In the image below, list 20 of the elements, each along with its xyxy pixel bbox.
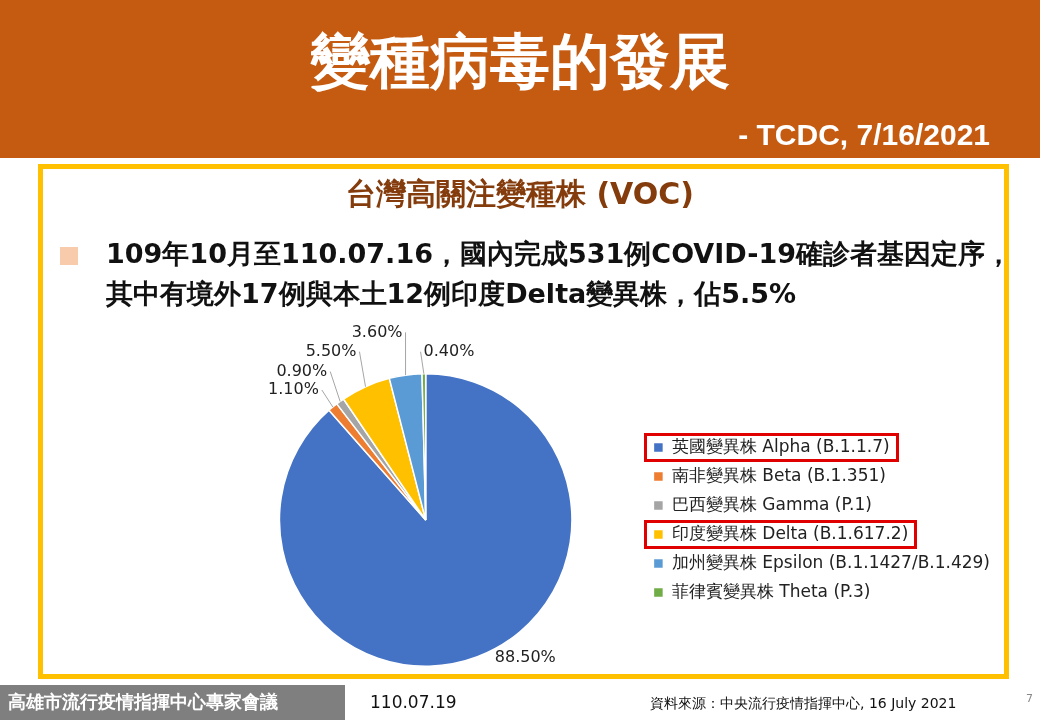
data-label: 0.90% [276, 360, 328, 380]
text: 高雄市流行疫情指揮中心專家會議 [8, 690, 278, 714]
legend-label: 印度變異株 Delta (B.1.617.2) [671, 522, 909, 543]
data-label: 88.50% [494, 647, 556, 667]
text: 110.07.19 [370, 692, 457, 712]
data-label: 0.40% [423, 340, 475, 360]
chart-title: 變種病毒的發展 [309, 25, 731, 98]
legend-label: 加州變異株 Epsilon (B.1.1427/B.1.429) [671, 551, 991, 572]
legend-label: 英國變異株 Alpha (B.1.1.7) [671, 435, 890, 456]
text: 台灣高關注變種株 (VOC) [344, 175, 696, 213]
legend-label: 菲律賓變異株 Theta (P.3) [671, 580, 871, 601]
legend-label: 南非變異株 Beta (B.1.351) [671, 464, 886, 485]
text: 109年10月至110.07.16，國內完成531例COVID-19確診者基因定序，其中有境外17例與本土12例印度Delta變異株，佔5.5% [106, 237, 1013, 311]
chart-subtitle: - TCDC, 7/16/2021 [738, 118, 990, 152]
source-note: 資料來源：中央流行疫情指揮中心, 16 July 2021 [650, 695, 957, 713]
data-label: 5.50% [305, 340, 357, 360]
data-label: 1.10% [268, 379, 319, 399]
data-label: 3.60% [351, 321, 403, 341]
legend-label: 巴西變異株 Gamma (P.1) [671, 493, 872, 514]
text: 7 [1026, 692, 1033, 705]
